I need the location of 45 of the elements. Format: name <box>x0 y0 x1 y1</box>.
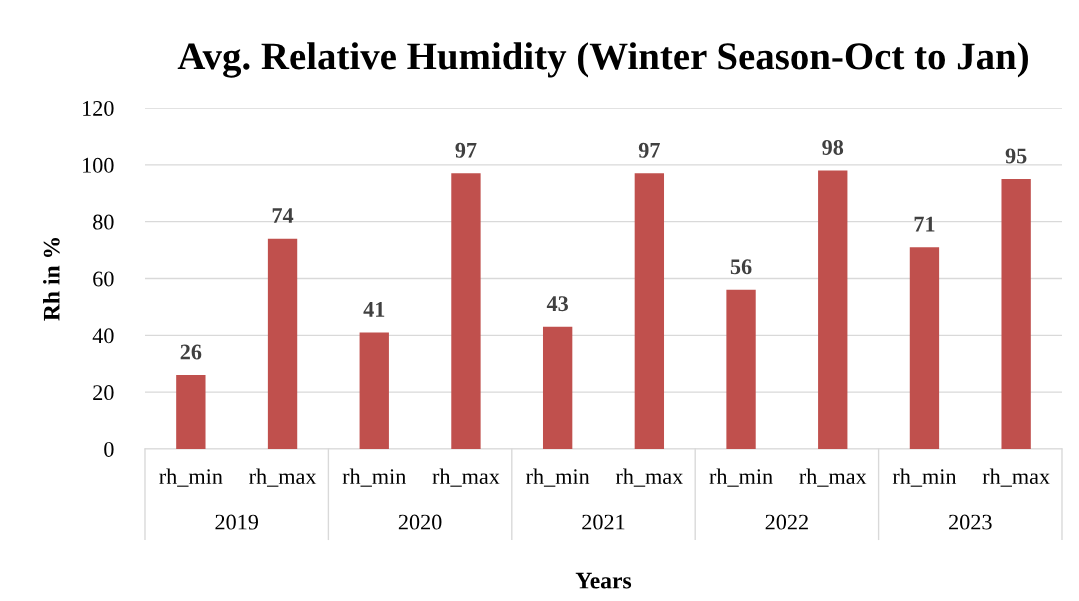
x-tick-label: rh_min <box>526 468 590 487</box>
x-tick-label: rh_max <box>615 468 684 487</box>
text: 2021 <box>582 514 625 530</box>
text: 2022 <box>765 514 808 530</box>
y-tick-label: 40 <box>92 328 114 344</box>
bar <box>634 173 665 449</box>
data-label: 71 <box>914 216 935 232</box>
text: 2019 <box>215 514 259 530</box>
y-tick-label: 80 <box>93 214 114 230</box>
y-tick-label: 0 <box>104 441 114 457</box>
bar <box>818 170 848 449</box>
x-tick-label: rh_min <box>342 468 407 487</box>
y-tick-label: 60 <box>93 271 114 287</box>
text: 2023 <box>949 514 992 530</box>
bar <box>542 326 573 449</box>
bar <box>1001 179 1031 449</box>
data-label: 43 <box>546 296 568 312</box>
data-label: 95 <box>1005 148 1027 164</box>
x-tick-label: rh_min <box>892 468 957 487</box>
x-tick-label: rh_max <box>982 468 1050 487</box>
data-label: 56 <box>730 259 752 275</box>
text: 2020 <box>398 514 442 530</box>
data-label: 41 <box>363 301 385 317</box>
x-tick-label: rh_min <box>709 468 773 487</box>
x-axis-title: Years <box>575 572 632 589</box>
x-tick-label: rh_min <box>159 468 223 487</box>
data-label: 97 <box>455 142 477 158</box>
bar <box>359 332 389 449</box>
x-tick-label: rh_max <box>432 468 500 487</box>
chart-title: Avg. Relative Humidity (Winter Season-Oct to Jan) <box>177 42 1028 78</box>
y-axis-title: Rh in % <box>43 238 60 321</box>
bar <box>267 238 298 449</box>
data-label: 98 <box>822 139 844 155</box>
data-label: 26 <box>180 344 202 360</box>
x-tick-label: rh_max <box>249 468 317 487</box>
bar <box>176 375 206 449</box>
x-tick-label: rh_max <box>799 468 867 487</box>
y-tick-label: 120 <box>83 100 114 116</box>
y-tick-label: 100 <box>83 157 114 173</box>
bar <box>726 289 756 449</box>
data-label: 74 <box>272 208 294 223</box>
y-tick-label: 20 <box>93 385 114 401</box>
bar <box>909 247 940 449</box>
bar <box>451 173 481 449</box>
data-label: 97 <box>638 142 660 158</box>
